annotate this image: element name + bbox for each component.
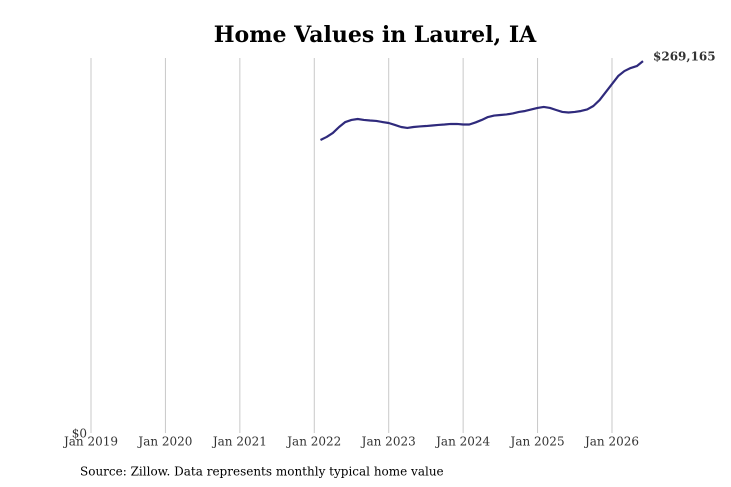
value-label: $269,165 [653, 50, 716, 64]
x-tick-label: Jan 2025 [509, 435, 565, 449]
x-tick-label: Jan 2019 [62, 435, 118, 449]
x-tick-label: Jan 2023 [360, 435, 416, 449]
x-tick-label: Jan 2024 [434, 435, 490, 449]
chart-title: Home Values in Laurel, IA [214, 22, 537, 48]
x-tick-label: Jan 2022 [285, 435, 341, 449]
y-tick-label: $0 [72, 427, 87, 441]
line-series [319, 60, 644, 141]
source-note: Source: Zillow. Data represents monthly … [80, 465, 444, 479]
x-tick-label: Jan 2021 [211, 435, 267, 449]
x-tick-label: Jan 2026 [583, 435, 639, 449]
x-tick-label: Jan 2020 [136, 435, 192, 449]
